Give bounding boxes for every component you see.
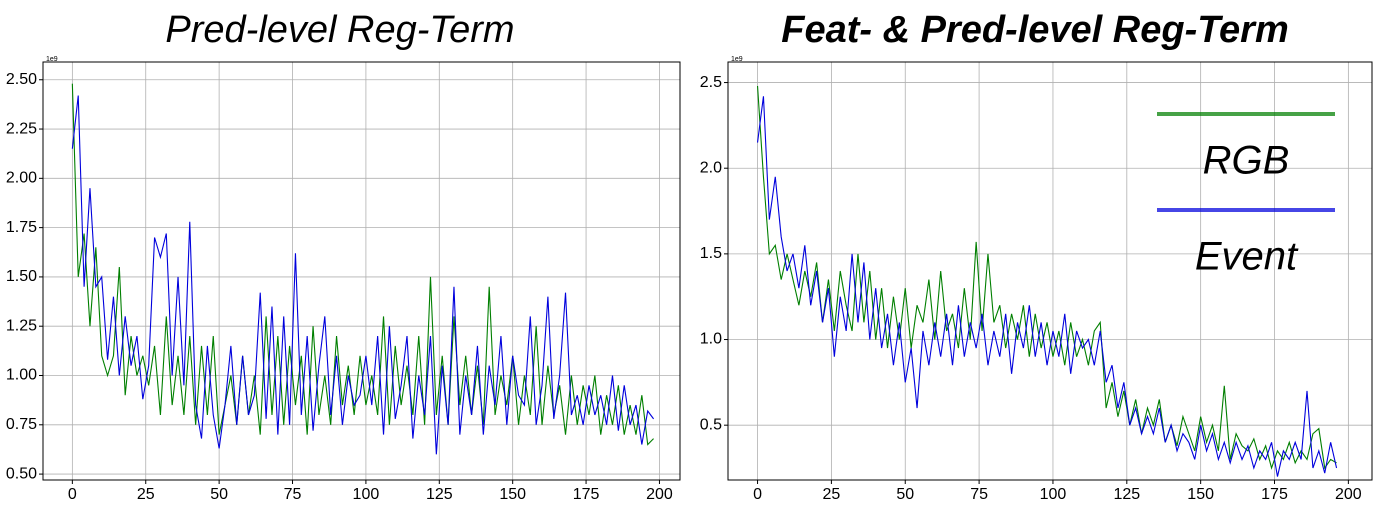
x-tick-label: 50 xyxy=(210,486,228,503)
y-tick-label: 1.25 xyxy=(6,317,37,334)
data-line xyxy=(756,85,1337,470)
x-tick-label: 25 xyxy=(822,486,840,503)
y-tick-label: 1.0 xyxy=(700,331,722,348)
data-line xyxy=(71,95,655,455)
axis-offset-label: 1e9 xyxy=(46,56,58,63)
x-tick-label: 125 xyxy=(1113,486,1140,503)
plot-frame xyxy=(727,61,1373,481)
y-tick-label: 2.0 xyxy=(700,159,722,176)
y-tick-label: 1.00 xyxy=(6,367,37,384)
y-tick-label: 2.5 xyxy=(700,74,722,91)
axis-offset-label: 1e9 xyxy=(731,56,743,63)
chart-title: Feat- & Pred-level Reg-Term xyxy=(781,9,1289,51)
x-tick-label: 50 xyxy=(896,486,914,503)
x-tick-label: 75 xyxy=(284,486,302,503)
y-tick-label: 1.50 xyxy=(6,268,37,285)
y-tick-label: 2.25 xyxy=(6,120,37,137)
x-tick-label: 0 xyxy=(68,486,77,503)
x-tick-label: 75 xyxy=(970,486,988,503)
y-tick-label: 2.00 xyxy=(6,170,37,187)
y-tick-label: 0.50 xyxy=(6,465,37,482)
legend-label: Event xyxy=(1195,235,1299,279)
x-tick-label: 100 xyxy=(353,486,380,503)
x-tick-label: 150 xyxy=(499,486,526,503)
y-tick-label: 1.5 xyxy=(700,245,722,262)
x-tick-label: 0 xyxy=(753,486,762,503)
y-tick-label: 0.5 xyxy=(700,416,722,433)
x-tick-label: 175 xyxy=(1261,486,1288,503)
x-tick-label: 175 xyxy=(573,486,600,503)
x-tick-label: 200 xyxy=(1335,486,1362,503)
x-tick-label: 100 xyxy=(1040,486,1067,503)
y-tick-label: 0.75 xyxy=(6,416,37,433)
y-tick-label: 2.50 xyxy=(6,71,37,88)
plot-frame xyxy=(42,61,681,481)
x-tick-label: 125 xyxy=(426,486,453,503)
legend-label: RGB xyxy=(1203,139,1290,183)
data-line xyxy=(756,96,1338,477)
x-tick-label: 25 xyxy=(137,486,155,503)
chart-title: Pred-level Reg-Term xyxy=(165,9,514,51)
x-tick-label: 150 xyxy=(1187,486,1214,503)
x-tick-label: 200 xyxy=(646,486,673,503)
y-tick-label: 1.75 xyxy=(6,219,37,236)
